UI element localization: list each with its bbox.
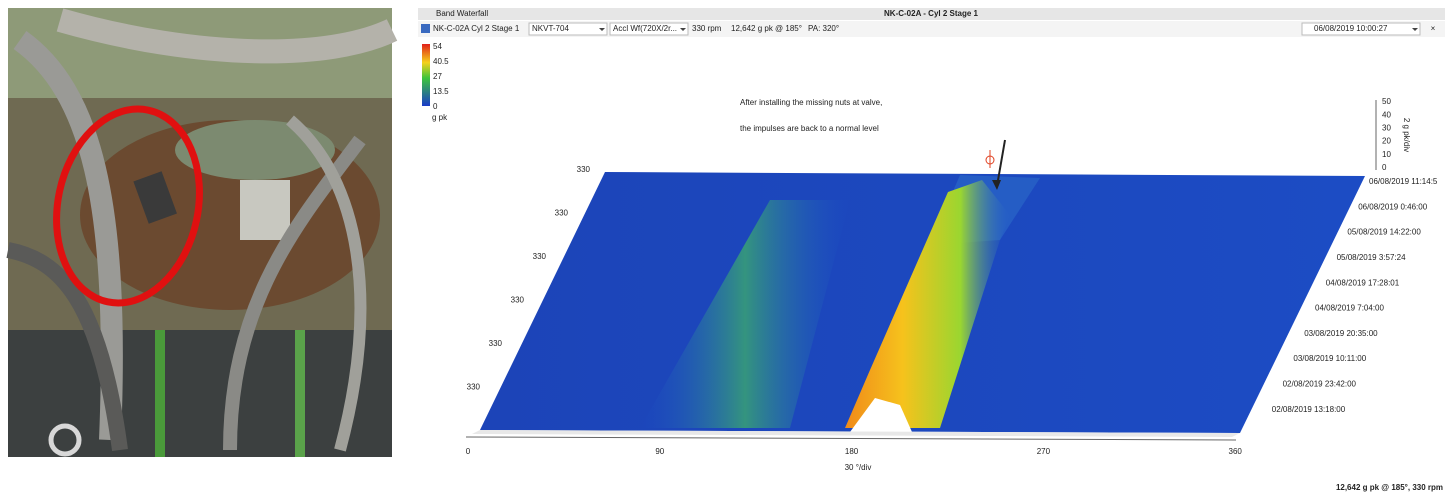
window-tab: Band Waterfall [436,9,488,18]
amplitude-unit: 2 g pk/div [1402,118,1411,152]
date-label: 05/08/2019 3:57:24 [1337,253,1407,262]
amplitude-tick: 30 [1382,124,1391,133]
amplitude-tick: 10 [1382,150,1391,159]
color-tick: 13.5 [433,87,449,96]
waterfall-plot [466,100,1376,440]
angle-unit: 30 °/div [845,463,872,472]
row-label: 330 [577,165,591,174]
amplitude-tick: 40 [1382,110,1391,119]
window-title: NK-C-02A - Cyl 2 Stage 1 [884,9,979,18]
measurement-select[interactable]: Accl Wf(720X/2r... [613,24,677,33]
status-bar: 12,642 g pk @ 185°, 330 rpm [1336,483,1443,492]
angle-tick: 90 [655,447,664,456]
date-label: 03/08/2019 20:35:00 [1304,329,1378,338]
row-label: 330 [533,252,547,261]
color-tick: 54 [433,42,442,51]
photo [8,8,392,457]
color-unit: g pk [432,113,448,122]
date-label: 06/08/2019 0:46:00 [1358,202,1428,211]
color-tick: 40.5 [433,57,449,66]
date-label: 02/08/2019 23:42:00 [1283,380,1357,389]
close-button[interactable]: × [1431,24,1436,33]
date-label: 04/08/2019 7:04:00 [1315,304,1385,313]
peak: 12,642 g pk @ 185° [731,24,802,33]
phase: PA: 320° [808,24,839,33]
asset-name: NK-C-02A Cyl 2 Stage 1 [433,24,520,33]
row-label: 330 [511,296,525,305]
speed: 330 rpm [692,24,722,33]
annotation: After installing the missing nuts at val… [740,98,882,107]
amplitude-tick: 20 [1382,137,1391,146]
angle-tick: 270 [1037,447,1051,456]
row-label: 330 [555,209,569,218]
sensor-select[interactable]: NKVT-704 [532,24,569,33]
timestamp-select[interactable]: 06/08/2019 10:00:27 [1314,24,1388,33]
date-label: 02/08/2019 13:18:00 [1272,405,1346,414]
amplitude-tick: 0 [1382,163,1387,172]
screen: Band Waterfall NK-C-02A - Cyl 2 Stage 1 NK… [0,0,1449,493]
color-tick: 27 [433,72,442,81]
row-label: 330 [489,339,503,348]
amplitude-tick: 50 [1382,97,1391,106]
angle-tick: 0 [466,447,471,456]
date-label: 04/08/2019 17:28:01 [1326,278,1400,287]
angle-tick: 360 [1229,447,1243,456]
window [418,8,1445,106]
date-label: 03/08/2019 10:11:00 [1293,354,1366,363]
date-label: 06/08/2019 11:14:5 [1369,177,1438,186]
angle-tick: 180 [845,447,859,456]
color-tick: 0 [433,102,438,111]
annotation: the impulses are back to a normal level [740,124,879,133]
row-label: 330 [467,383,481,392]
date-label: 05/08/2019 14:22:00 [1347,228,1421,237]
